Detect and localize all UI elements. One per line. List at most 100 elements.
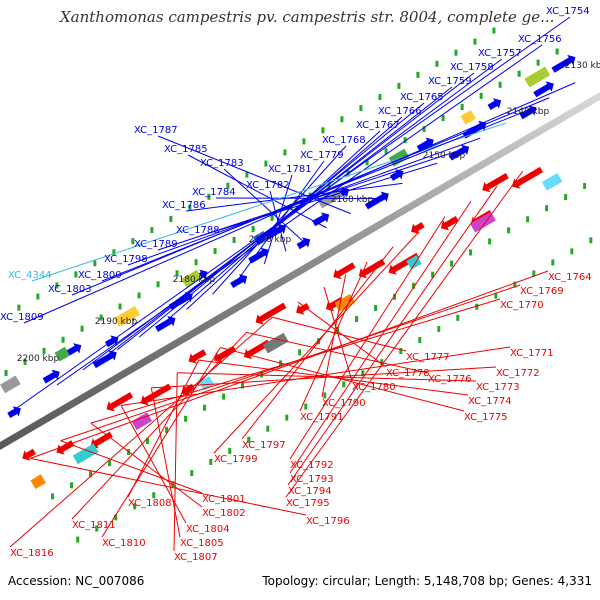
annotation-box[interactable] xyxy=(131,412,153,431)
annotation-box[interactable] xyxy=(30,474,46,489)
reverse-gene-label[interactable]: XC_1807 xyxy=(174,552,218,563)
annotation-box[interactable] xyxy=(181,269,203,288)
forward-gene-label[interactable]: XC_1768 xyxy=(322,135,366,146)
reverse-gene-label[interactable]: XC_1797 xyxy=(242,440,286,451)
forward-gene-arrow[interactable] xyxy=(229,271,251,290)
forward-gene-label[interactable]: XC_1779 xyxy=(300,150,344,161)
reverse-gene-label[interactable]: XC_1769 xyxy=(520,286,564,297)
forward-gene-label[interactable]: XC_1789 xyxy=(134,239,178,250)
annotation-box[interactable] xyxy=(262,332,289,354)
annotation-box[interactable] xyxy=(541,172,563,191)
reverse-gene-label[interactable]: XC_1816 xyxy=(10,548,54,559)
reverse-gene-label[interactable]: XC_1810 xyxy=(102,538,146,549)
forward-gene-label[interactable]: XC_1756 xyxy=(518,34,562,45)
reverse-gene-arrow[interactable] xyxy=(509,164,544,191)
forward-gene-label[interactable]: XC_1765 xyxy=(400,92,444,103)
forward-gene-label[interactable]: XC_1767 xyxy=(356,120,400,131)
reverse-gene-arrow[interactable] xyxy=(330,260,357,282)
reverse-gene-label[interactable]: XC_1770 xyxy=(500,300,544,311)
reverse-gene-label[interactable]: XC_1792 xyxy=(290,460,334,471)
forward-gene-label[interactable]: XC_1754 xyxy=(546,6,590,17)
reverse-gene-label[interactable]: XC_1801 xyxy=(202,494,246,505)
annotation-box[interactable] xyxy=(114,305,140,327)
reverse-gene-arrow[interactable] xyxy=(104,390,135,415)
reverse-gene-label[interactable]: XC_1774 xyxy=(468,396,512,407)
forward-gene-label[interactable]: XC_4344 xyxy=(8,270,52,281)
forward-gene-arrow[interactable] xyxy=(311,209,333,228)
forward-gene-arrow[interactable] xyxy=(295,234,313,251)
annotation-box[interactable] xyxy=(198,376,215,391)
forward-gene-label[interactable]: XC_1787 xyxy=(134,125,178,136)
annotation-box[interactable] xyxy=(54,346,70,362)
forward-gene-arrow[interactable] xyxy=(532,78,557,99)
forward-gene-label[interactable]: XC_1786 xyxy=(162,200,206,211)
forward-gene-label[interactable]: XC_1788 xyxy=(176,225,220,236)
reverse-gene-arrow[interactable] xyxy=(356,256,387,281)
annotation-box[interactable] xyxy=(72,443,99,465)
reverse-gene-arrow[interactable] xyxy=(408,219,426,236)
reverse-gene-label[interactable]: XC_1764 xyxy=(548,272,592,283)
forward-gene-label[interactable]: XC_1803 xyxy=(48,284,92,295)
reverse-gene-label[interactable]: XC_1778 xyxy=(386,368,430,379)
forward-gene-arrow[interactable] xyxy=(363,189,392,212)
reverse-gene-arrow[interactable] xyxy=(438,213,460,233)
annotation-box[interactable] xyxy=(0,375,21,394)
reverse-gene-label[interactable]: XC_1775 xyxy=(464,412,508,423)
forward-gene-arrow[interactable] xyxy=(247,245,272,266)
forward-gene-label[interactable]: XC_1781 xyxy=(268,164,312,175)
forward-gene-arrow[interactable] xyxy=(550,52,579,75)
reverse-gene-arrow[interactable] xyxy=(138,381,173,408)
reverse-gene-label[interactable]: XC_1773 xyxy=(476,382,520,393)
reverse-gene-label[interactable]: XC_1794 xyxy=(288,486,332,497)
reverse-gene-label[interactable]: XC_1796 xyxy=(306,516,350,527)
reverse-gene-arrow[interactable] xyxy=(253,300,288,327)
forward-gene-arrow[interactable] xyxy=(415,135,437,154)
reverse-gene-label[interactable]: XC_1808 xyxy=(128,498,172,509)
forward-gene-label[interactable]: XC_1785 xyxy=(164,144,208,155)
reverse-gene-arrow[interactable] xyxy=(53,438,75,458)
reverse-gene-label[interactable]: XC_1771 xyxy=(510,348,554,359)
forward-gene-label[interactable]: XC_1784 xyxy=(192,187,236,198)
annotation-box[interactable] xyxy=(388,148,410,167)
reverse-gene-label[interactable]: XC_1802 xyxy=(202,508,246,519)
reverse-gene-label[interactable]: XC_1772 xyxy=(496,368,540,379)
forward-gene-label[interactable]: XC_1766 xyxy=(378,106,422,117)
forward-gene-label[interactable]: XC_1759 xyxy=(428,76,472,87)
annotation-box[interactable] xyxy=(524,66,551,88)
forward-gene-arrow[interactable] xyxy=(6,403,24,420)
forward-gene-arrow[interactable] xyxy=(447,142,472,163)
forward-gene-label[interactable]: XC_1800 xyxy=(78,270,122,281)
reverse-gene-label[interactable]: XC_1799 xyxy=(214,454,258,465)
reverse-gene-label[interactable]: XC_1790 xyxy=(322,398,366,409)
forward-gene-label[interactable]: XC_1809 xyxy=(0,312,44,323)
reverse-gene-label[interactable]: XC_1804 xyxy=(186,524,230,535)
reverse-gene-label[interactable]: XC_1805 xyxy=(180,538,224,549)
forward-gene-label[interactable]: XC_1782 xyxy=(246,180,290,191)
forward-gene-arrow[interactable] xyxy=(518,102,540,121)
reverse-gene-label[interactable]: XC_1793 xyxy=(290,474,334,485)
forward-gene-arrow[interactable] xyxy=(388,166,406,183)
forward-gene-arrow[interactable] xyxy=(91,347,120,370)
forward-gene-label[interactable]: XC_1758 xyxy=(450,62,494,73)
forward-gene-arrow[interactable] xyxy=(41,367,63,386)
forward-gene-label[interactable]: XC_1783 xyxy=(200,158,244,169)
forward-gene-arrow[interactable] xyxy=(167,289,196,312)
reverse-gene-label[interactable]: XC_1811 xyxy=(72,520,116,531)
reverse-gene-arrow[interactable] xyxy=(479,170,510,195)
forward-gene-arrow[interactable] xyxy=(486,95,504,112)
reverse-gene-label[interactable]: XC_1780 xyxy=(352,382,396,393)
reverse-gene-label[interactable]: XC_1795 xyxy=(286,498,330,509)
forward-gene-label[interactable]: XC_1757 xyxy=(478,48,522,59)
reverse-gene-label[interactable]: XC_1776 xyxy=(428,374,472,385)
reverse-gene-label[interactable]: XC_1777 xyxy=(406,352,450,363)
forward-gene-arrow[interactable] xyxy=(153,313,178,334)
reverse-gene-arrow[interactable] xyxy=(186,347,208,367)
reverse-gene-arrow[interactable] xyxy=(293,300,311,317)
reverse-gene-arrow[interactable] xyxy=(19,446,37,463)
forward-gene-label[interactable]: XC_1798 xyxy=(104,254,148,265)
reverse-gene-label[interactable]: XC_1791 xyxy=(300,412,344,423)
annotation-box[interactable] xyxy=(460,109,476,125)
reverse-gene-arrow[interactable] xyxy=(178,381,196,398)
